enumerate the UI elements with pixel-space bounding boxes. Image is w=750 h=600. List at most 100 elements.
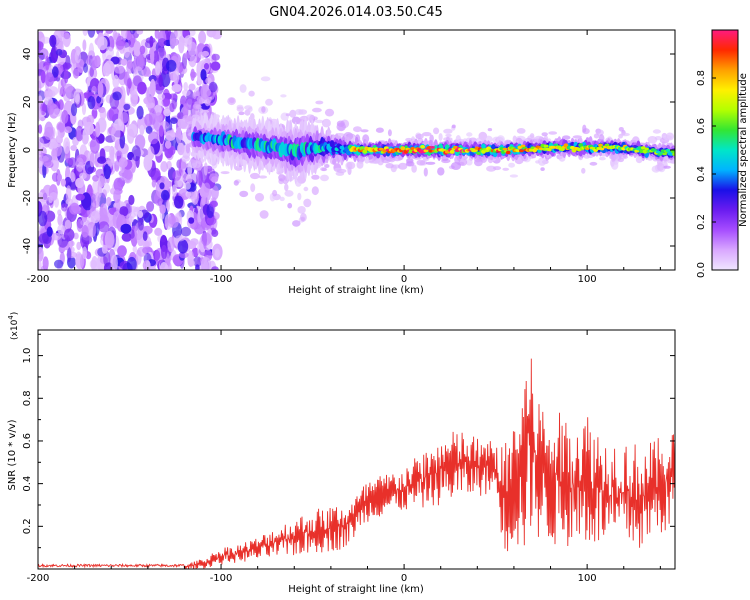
spectrogram-blob bbox=[618, 127, 624, 132]
spectrogram-blob bbox=[103, 145, 113, 152]
spectrogram-blob bbox=[203, 182, 211, 193]
snr-y-label: SNR (10 * v/v) bbox=[7, 419, 18, 490]
spectrogram-blob bbox=[117, 245, 127, 257]
spectrogram-blob bbox=[211, 266, 219, 270]
spectrogram-blob bbox=[154, 30, 160, 39]
spectrogram-blob bbox=[200, 69, 207, 81]
spectrogram-blob bbox=[131, 145, 141, 162]
spectrogram-blob bbox=[38, 246, 44, 262]
y-tick-label: 0.2 bbox=[22, 518, 33, 534]
spectrogram-blob bbox=[159, 204, 166, 214]
spectrogram-blob bbox=[128, 216, 134, 223]
spectrogram-blob bbox=[154, 112, 164, 123]
spectrogram-blob bbox=[662, 165, 671, 169]
spectrogram-blob bbox=[204, 57, 211, 64]
spectrogram-blob bbox=[38, 107, 42, 122]
spectrogram-blob bbox=[163, 178, 170, 191]
colorbar-label: Normalized spectral amplitude bbox=[738, 73, 749, 227]
colorbar-tick-label: 0.6 bbox=[696, 118, 707, 134]
colorbar: 0.0 0.2 0.4 0.6 0.8 Normalized spectral ampl… bbox=[696, 29, 749, 278]
spectrogram-blob bbox=[72, 68, 80, 79]
spectrogram-blob bbox=[198, 30, 207, 45]
spectrogram-blob bbox=[83, 63, 88, 74]
spectrogram-blob bbox=[38, 124, 43, 134]
spectrogram-blob bbox=[86, 55, 91, 65]
spectrogram-blob bbox=[66, 247, 72, 263]
spectrogram-blob bbox=[180, 226, 191, 237]
spectrogram-blob bbox=[189, 55, 197, 64]
spectrogram-blob bbox=[171, 84, 182, 93]
spectrogram-blob bbox=[360, 129, 369, 133]
spectrogram-blob bbox=[305, 114, 315, 121]
snr-multiplier: (x104) bbox=[7, 312, 20, 340]
spectrogram-blob bbox=[210, 61, 221, 71]
spectrogram-band-cell bbox=[426, 146, 432, 149]
spectrogram-blob bbox=[285, 113, 291, 117]
spectrogram-blob bbox=[387, 129, 392, 137]
spectrogram-blob bbox=[466, 132, 473, 137]
spectrogram-blob bbox=[97, 81, 104, 98]
spectrogram-blob bbox=[128, 194, 135, 206]
spectrogram-blob bbox=[201, 191, 206, 206]
spectrogram-blob bbox=[411, 164, 417, 173]
spectrogram-blob bbox=[193, 256, 202, 268]
spectrogram-blob bbox=[161, 244, 168, 260]
y-tick-label: 20 bbox=[22, 96, 33, 109]
spectrogram-blob bbox=[186, 177, 193, 184]
spectrogram-blob bbox=[239, 190, 249, 198]
spectrogram-blob bbox=[96, 95, 102, 104]
spectrogram-band-cell bbox=[563, 143, 569, 148]
y-tick-label: 0 bbox=[22, 147, 33, 153]
spectrogram-blob bbox=[133, 40, 142, 57]
spectrogram-blob bbox=[284, 183, 289, 192]
spectrogram-blob bbox=[120, 58, 128, 66]
spectrogram-blob bbox=[119, 206, 129, 217]
spectrogram-blob bbox=[346, 161, 356, 170]
spectrogram-blob bbox=[95, 121, 100, 138]
spectrogram-blob bbox=[195, 264, 200, 270]
spectrogram-band-cell bbox=[672, 152, 675, 157]
spectrogram-blob bbox=[156, 47, 167, 61]
spectrogram-blob bbox=[311, 174, 320, 180]
spectrogram-band-cell bbox=[346, 150, 351, 156]
spectrogram-blob bbox=[38, 233, 49, 244]
spectrogram-blob bbox=[192, 91, 197, 100]
spectrogram-blob bbox=[51, 66, 59, 78]
x-tick-label: 0 bbox=[401, 274, 407, 285]
spectrogram-blob bbox=[294, 109, 304, 115]
spectrogram-blob bbox=[58, 30, 64, 42]
spectrogram-band-cell bbox=[428, 149, 434, 153]
spectrogram-blob bbox=[516, 127, 526, 134]
spectrogram-blob bbox=[206, 203, 214, 219]
spectrogram-blob bbox=[187, 259, 195, 267]
spectrogram-blob bbox=[108, 106, 120, 122]
spectrogram-blob bbox=[40, 147, 47, 157]
spectrogram-blob bbox=[63, 62, 72, 70]
spectrogram-blob bbox=[99, 107, 107, 120]
spectrogram-blob bbox=[343, 132, 354, 141]
spectrogram-blob bbox=[142, 231, 148, 242]
spectrogram-blob bbox=[83, 92, 88, 99]
spectrogram-band-cell bbox=[400, 146, 406, 151]
spectrogram-band-cell bbox=[502, 147, 508, 151]
spectrogram-blob bbox=[233, 180, 239, 186]
spectrogram-blob bbox=[620, 132, 630, 137]
spectrogram-blob bbox=[292, 220, 301, 227]
spectrogram-blob bbox=[75, 193, 85, 201]
spectrogram-blob bbox=[315, 100, 324, 105]
spectrogram-blob bbox=[311, 186, 319, 196]
spectrogram-blob bbox=[80, 219, 90, 226]
spectrogram-blob bbox=[39, 192, 49, 203]
spectrogram-band-cell bbox=[449, 149, 455, 154]
spectrogram-blob bbox=[63, 228, 75, 242]
spectrogram-blob bbox=[61, 203, 68, 212]
spectrogram-blob bbox=[398, 162, 408, 170]
spectrogram-blob bbox=[112, 74, 120, 89]
spectrogram-blob bbox=[149, 79, 156, 97]
spectrogram-blob bbox=[138, 217, 144, 231]
spectrogram-blob bbox=[38, 48, 49, 60]
spectrogram-blob bbox=[154, 227, 163, 236]
spectrogram-blob bbox=[209, 200, 218, 208]
spectrogram-blob bbox=[129, 229, 135, 239]
